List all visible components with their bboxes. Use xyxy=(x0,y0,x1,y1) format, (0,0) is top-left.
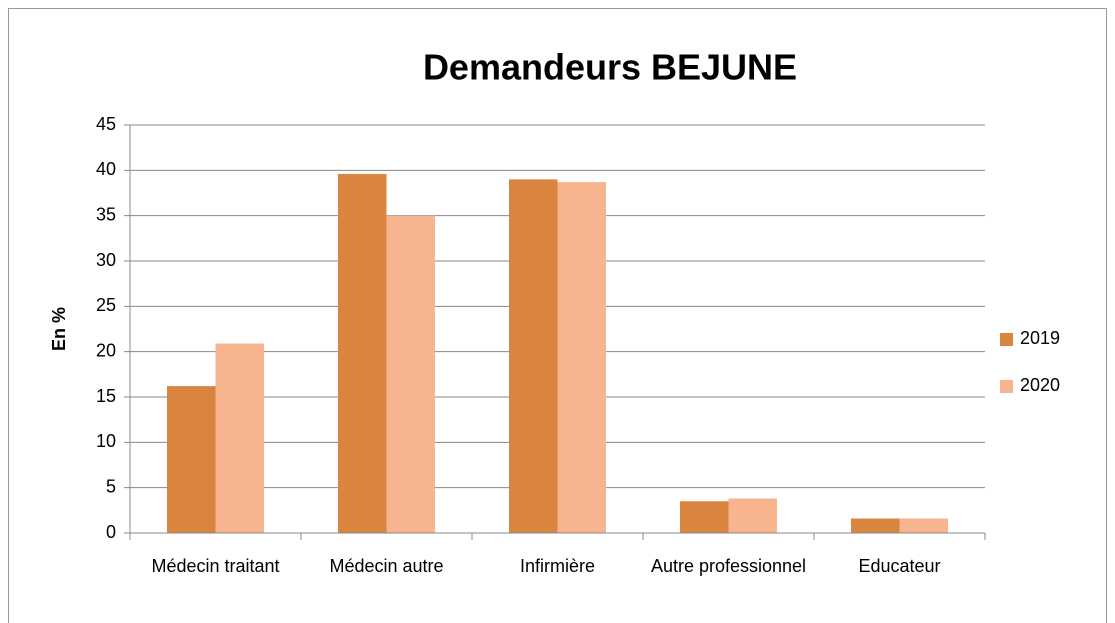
y-axis-label: En % xyxy=(49,307,69,351)
bar xyxy=(680,501,729,533)
x-tick-label: Infirmière xyxy=(519,556,595,576)
bar xyxy=(509,179,558,533)
chart-title: Demandeurs BEJUNE xyxy=(423,47,797,88)
legend-swatch xyxy=(1000,333,1013,346)
y-tick-label: 25 xyxy=(96,295,116,315)
x-tick-label: Médecin autre xyxy=(329,556,444,576)
bar xyxy=(215,343,264,533)
x-tick-label: Educateur xyxy=(858,556,941,576)
y-tick-label: 35 xyxy=(96,204,116,224)
bar xyxy=(167,386,216,533)
bar xyxy=(386,215,435,533)
bar xyxy=(557,182,606,533)
bar xyxy=(899,518,948,533)
x-tick-label: Médecin traitant xyxy=(151,556,280,576)
chart-border xyxy=(8,8,1107,623)
x-tick-label: Autre professionnel xyxy=(650,556,807,576)
y-tick-label: 40 xyxy=(96,159,116,179)
y-tick-label: 0 xyxy=(106,522,116,542)
legend-label: 2019 xyxy=(1020,328,1060,348)
bar xyxy=(851,518,900,533)
y-tick-label: 20 xyxy=(96,340,116,360)
bar xyxy=(728,498,777,533)
legend-swatch xyxy=(1000,380,1013,393)
legend-label: 2020 xyxy=(1020,375,1060,395)
y-tick-label: 10 xyxy=(96,431,116,451)
y-tick-label: 45 xyxy=(96,114,116,134)
y-tick-label: 30 xyxy=(96,250,116,270)
y-tick-label: 5 xyxy=(106,476,116,496)
bar xyxy=(338,173,387,533)
y-tick-label: 15 xyxy=(96,386,116,406)
